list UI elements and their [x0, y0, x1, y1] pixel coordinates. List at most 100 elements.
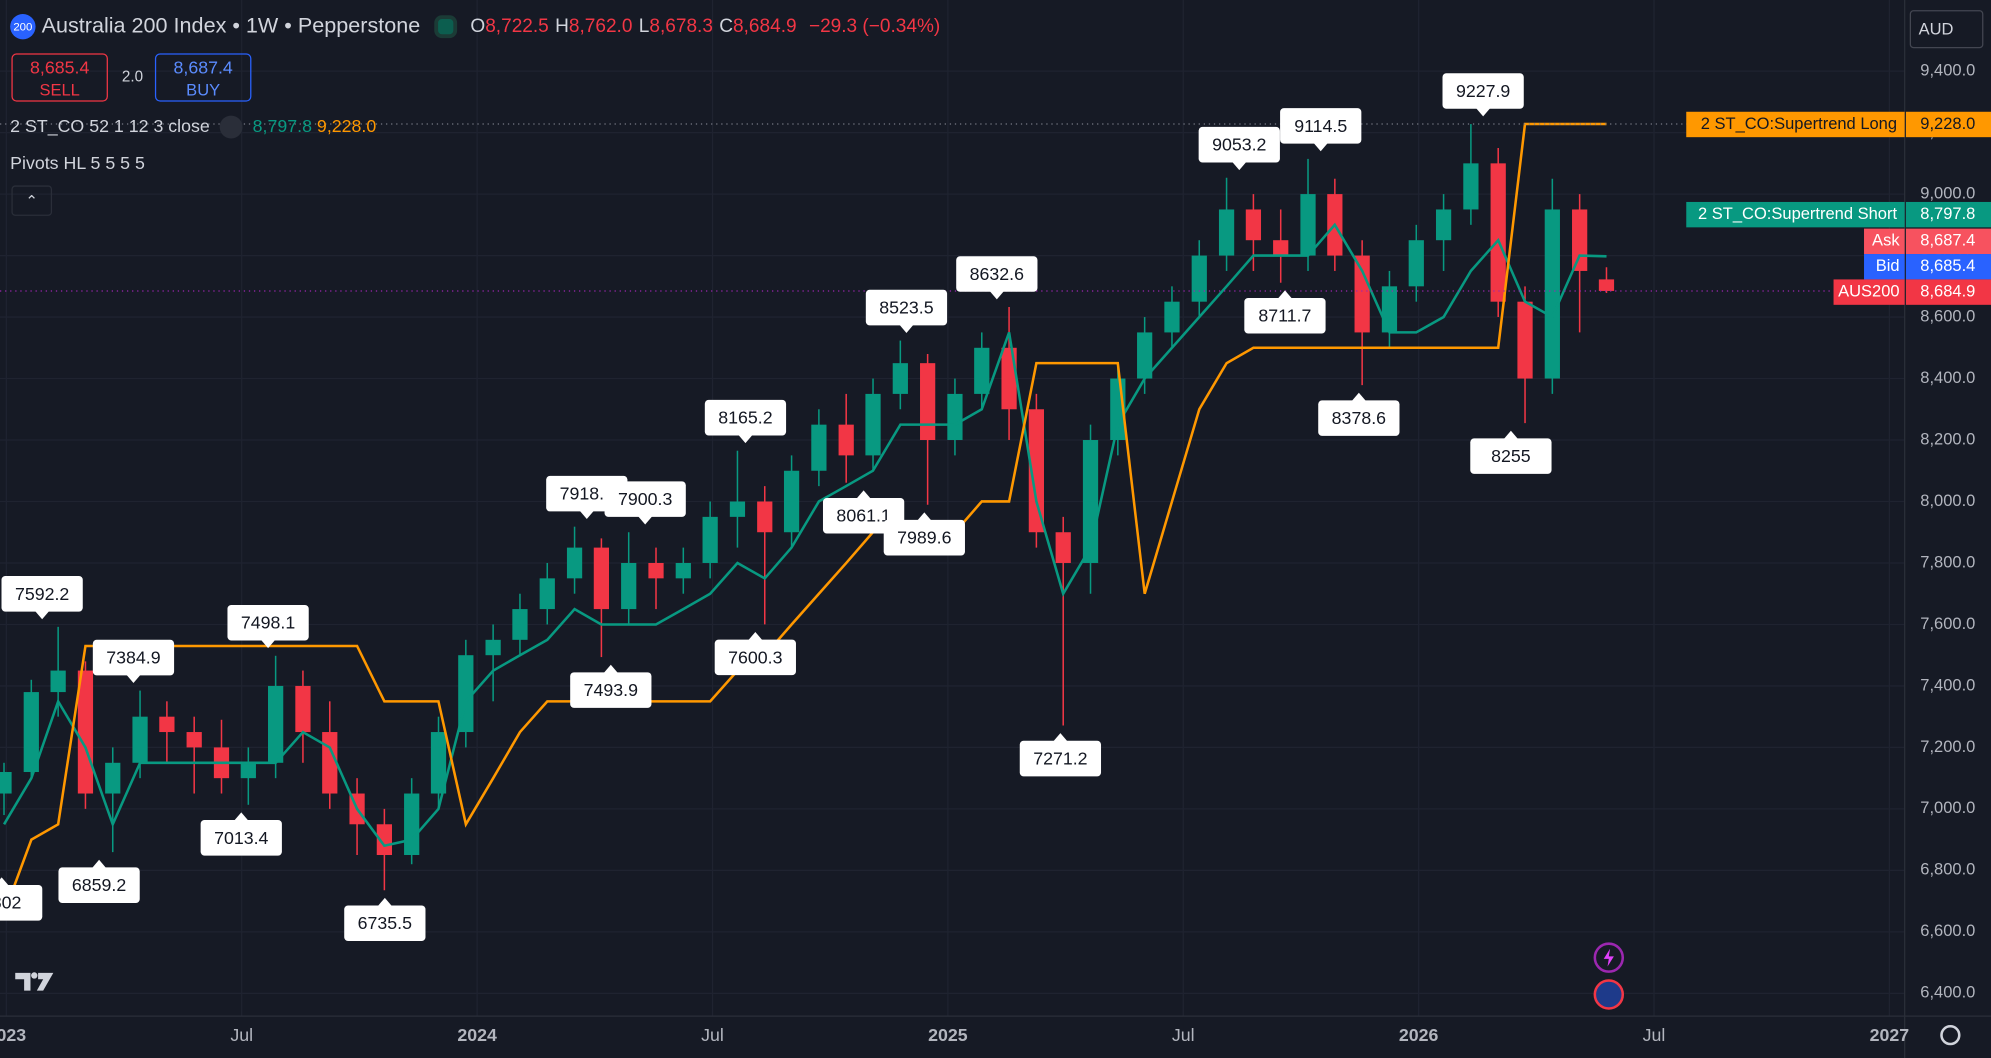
candle-body — [648, 562, 664, 579]
price-tag-name-box — [1864, 228, 1905, 255]
candle-body — [1191, 255, 1207, 302]
pivot-label: 6859.2 — [72, 875, 126, 895]
market-status[interactable] — [433, 14, 457, 38]
price-tag-value-box — [1905, 201, 1991, 228]
candle-body — [1137, 332, 1153, 379]
pivot-label-box — [1, 576, 83, 612]
flag-icon[interactable] — [1593, 979, 1625, 1010]
y-tick-label: 8,400.0 — [1920, 369, 1975, 387]
indicator-name[interactable]: Pivots HL 5 5 5 5 — [10, 152, 145, 173]
y-tick-label: 9,400.0 — [1920, 61, 1975, 79]
price-tag-name-box — [1686, 111, 1905, 138]
alert-icon-glyph — [1603, 948, 1614, 967]
pivot-pointer — [1313, 142, 1329, 152]
price-tag-name-box — [1686, 201, 1905, 228]
pivot-pointer — [737, 434, 754, 444]
candle-body — [1490, 163, 1506, 302]
sell-price: 8,685.4 — [30, 57, 90, 78]
buy-button[interactable]: 8,687.4 BUY — [154, 53, 252, 102]
pivot-pointer — [1231, 161, 1247, 171]
x-tick-label: 2026 — [1399, 1025, 1439, 1045]
candle-body — [702, 516, 718, 563]
alert-icon[interactable] — [1593, 942, 1625, 973]
candle-body — [1218, 209, 1235, 256]
pivot-label-box — [0, 885, 43, 921]
y-tick-label: 7,800.0 — [1920, 553, 1975, 571]
pivot-label: 7918.1 — [560, 484, 614, 504]
x-tick-label: Jul — [1643, 1025, 1666, 1045]
y-tick-label: 8,000.0 — [1920, 492, 1975, 510]
candle-body — [1001, 347, 1017, 410]
candle-body — [1164, 301, 1180, 333]
indicator-icon[interactable] — [219, 115, 243, 139]
indicator-value: 8,797.8 — [252, 115, 312, 136]
pivot-label-box — [1442, 73, 1524, 109]
price-tag-value: 9,228.0 — [1920, 115, 1975, 133]
pivot-label-box — [1318, 400, 1400, 436]
candle-body — [512, 609, 528, 640]
currency-button[interactable]: AUD — [1909, 10, 1984, 49]
pivot-label-box — [883, 519, 965, 556]
pivot-pointer — [1475, 107, 1491, 117]
candle-body — [50, 670, 66, 693]
pivot-label: 7271.2 — [1033, 749, 1087, 769]
x-tick-label: Jul — [230, 1025, 253, 1045]
pivot-label: 7592.2 — [15, 584, 69, 604]
pivot-label: 8523.5 — [879, 298, 933, 318]
price-tag-name: Bid — [1876, 257, 1900, 275]
pivot-label-box — [1019, 740, 1102, 777]
pivot-pointer — [34, 610, 50, 620]
settings-icon[interactable] — [1940, 1024, 1961, 1046]
candle-body — [1354, 255, 1370, 333]
pivot-pointer — [898, 324, 915, 333]
symbol-title[interactable]: Australia 200 Index • 1W • Pepperstone — [41, 13, 421, 38]
pivot-pointer — [1277, 290, 1293, 300]
pivot-pointer — [125, 674, 142, 683]
candle-body — [947, 393, 963, 441]
candle-body — [376, 824, 392, 856]
candle-body — [811, 424, 827, 471]
candle-body — [1572, 209, 1588, 271]
plot-area: 7592.2 7384.9 7498.1 7918.1 7900.3 8165.2 8523… — [0, 0, 1905, 1017]
candle-body — [838, 424, 854, 456]
indicator-name[interactable]: 2 ST_CO 52 1 12 3 close — [10, 115, 210, 136]
pivot-label: 8255 — [1491, 446, 1531, 466]
pivot-label-box — [200, 820, 282, 856]
pivot-label: 8378.6 — [1332, 408, 1386, 428]
pivot-label: 6735.5 — [358, 913, 412, 933]
price-tag-name: Ask — [1872, 232, 1900, 250]
x-tick-label: Jul — [701, 1025, 724, 1045]
pivot-pointer — [603, 664, 619, 674]
pivot-pointer — [1052, 733, 1069, 743]
symbol-header: 200 Australia 200 Index • 1W • Peppersto… — [10, 13, 940, 39]
ohlc-key: O — [470, 15, 486, 37]
pivot-label-box — [604, 481, 686, 517]
pivot-pointer — [233, 812, 249, 822]
ohlc-values: O8,722.5 H8,762.0 L8,678.3 C8,684.9 — [470, 15, 803, 37]
candle-body — [0, 772, 12, 794]
candle-body — [322, 732, 338, 794]
sell-label: SELL — [39, 80, 80, 100]
sell-button[interactable]: 8,685.4 SELL — [11, 53, 108, 102]
pivot-label-box — [1244, 297, 1326, 334]
candle-body — [566, 547, 583, 579]
pivot-label: 8165.2 — [718, 408, 772, 428]
candle-body — [675, 562, 691, 579]
indicator-value: 9,228.0 — [316, 115, 377, 136]
supertrend-line — [2, 222, 1607, 848]
pivot-label-box — [1198, 126, 1280, 163]
pivot-pointer — [0, 877, 10, 887]
candle-body — [593, 547, 610, 610]
candle-body — [1598, 279, 1615, 291]
candle-body — [404, 793, 420, 856]
pivot-label-box — [344, 905, 426, 942]
indicator-legend: 2 ST_CO 52 1 12 3 close 8,797.8 9,228.0 — [10, 116, 376, 139]
y-tick-label: 7,400.0 — [1920, 676, 1975, 694]
price-tag-value: 8,687.4 — [1920, 232, 1975, 250]
pivot-label: 7493.9 — [584, 680, 638, 700]
pivot-label-box — [227, 604, 309, 641]
collapse-button[interactable]: ⌃ — [11, 185, 53, 216]
buy-price: 8,687.4 — [173, 57, 233, 78]
candle-body — [783, 470, 800, 533]
